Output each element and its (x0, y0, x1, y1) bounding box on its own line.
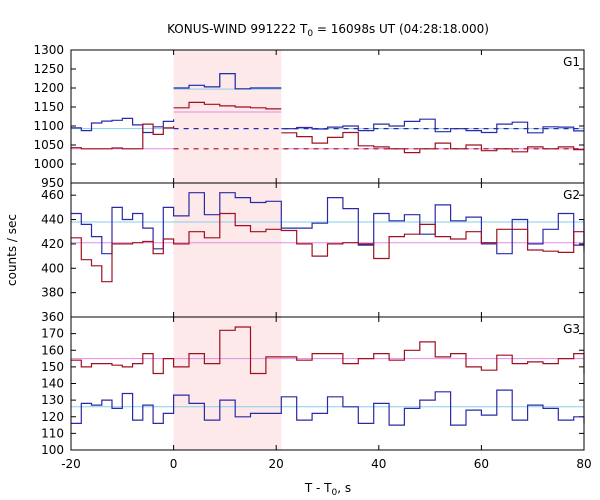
g3-ytick-label: 150 (41, 360, 64, 374)
g3-ytick-label: 110 (41, 426, 64, 440)
g1-blue-post-series (281, 118, 584, 134)
xtick-label: -20 (61, 457, 81, 471)
g2-ytick-label: 440 (41, 213, 64, 227)
g1-blue-bg-series (71, 117, 175, 134)
g3-label: G3 (563, 322, 580, 336)
panel-g3: 100 110 120 130 140 150 160 170 G3 (41, 316, 585, 457)
plot-layer: 9501000105011001150120012501300G13603804… (33, 43, 591, 471)
x-axis-title: T - T0, s (304, 481, 351, 498)
chart-title: KONUS-WIND 991222 T0 = 16098s UT (04:28:… (167, 22, 489, 39)
g1-red-src-series (173, 101, 282, 110)
g3-frame (70, 316, 585, 451)
g2-ytick-label: 360 (41, 310, 64, 324)
xtick-label: 40 (371, 457, 386, 471)
g1-ytick-label: 1100 (33, 119, 64, 133)
xtick-label: 60 (474, 457, 489, 471)
g3-ytick-label: 140 (41, 377, 64, 391)
g1-red-bg-series (71, 123, 175, 150)
g1-ytick-label: 1150 (33, 100, 64, 114)
g2-label: G2 (563, 188, 580, 202)
g3-ytick-label: 170 (41, 327, 64, 341)
g3-ytick-label: 120 (41, 410, 64, 424)
g1-label: G1 (563, 55, 580, 69)
g1-ytick-label: 1250 (33, 62, 64, 76)
g2-ytick-label: 400 (41, 261, 64, 275)
g1-ytick-label: 1300 (33, 43, 64, 57)
xtick-label: 20 (269, 457, 284, 471)
g2-ytick-label: 420 (41, 237, 64, 251)
g1-blue-source-series (173, 73, 282, 90)
g2-red-series (71, 212, 585, 283)
g3-ytick-label: 130 (41, 393, 64, 407)
g2-ytick-label: 460 (41, 188, 64, 202)
g1-ytick-label: 950 (41, 176, 64, 190)
g3-ytick-label: 160 (41, 343, 64, 357)
g1-ytick-label: 1050 (33, 138, 64, 152)
g3-blue-series (71, 389, 585, 426)
g1-frame (70, 49, 585, 184)
panel-g2: 360 380 400 420 440 460 G2 (41, 182, 585, 324)
g1-red-post-series (281, 131, 584, 154)
g2-ytick-label: 380 (41, 286, 64, 300)
y-axis-title: counts / sec (5, 214, 19, 286)
g1-ytick-label: 1000 (33, 157, 64, 171)
g2-blue-series (71, 192, 585, 255)
source-interval-band (173, 50, 282, 450)
g1-ytick-label: 1200 (33, 81, 64, 95)
panel-g1: 950 1000 1050 1100 1150 1200 1250 1300 G1 (33, 43, 585, 190)
g3-red-series (71, 326, 585, 375)
g3-ytick-label: 100 (41, 443, 64, 457)
xtick-label: 0 (170, 457, 178, 471)
xtick-label: 80 (576, 457, 591, 471)
